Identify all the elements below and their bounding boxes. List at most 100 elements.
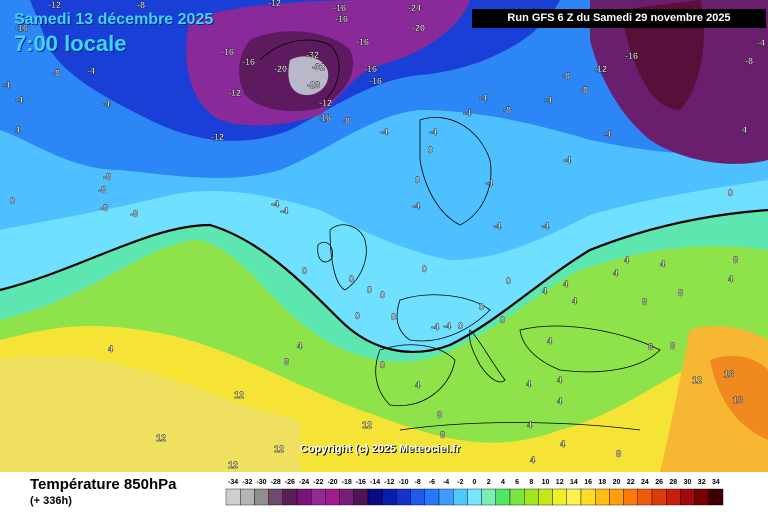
isotherm-label: -12 [268, 0, 281, 8]
scale-swatch [240, 488, 255, 506]
variable-title: Température 850hPa [30, 476, 177, 493]
isotherm-label: -4 [2, 80, 10, 90]
scale-tick-label: 30 [684, 479, 692, 486]
isotherm-label: 4 [542, 286, 547, 296]
scale-swatch [580, 488, 596, 506]
scale-tick-label: -6 [429, 479, 435, 486]
scale-tick-label: 32 [698, 479, 706, 486]
isotherm-label: 16 [724, 369, 734, 379]
scale-tick-label: -34 [228, 479, 238, 486]
scale-tick-label: 16 [584, 479, 592, 486]
isotherm-label: 8 [440, 430, 445, 440]
scale-swatch [438, 488, 454, 506]
isotherm-label: 8 [678, 288, 683, 298]
isotherm-label: -12 [594, 64, 607, 74]
isotherm-label: 0 [10, 196, 15, 206]
isotherm-label: -4 [87, 66, 95, 76]
isotherm-label: 0 [367, 285, 372, 295]
isotherm-label: -4 [102, 99, 110, 109]
scale-swatch [282, 488, 298, 506]
scale-swatch [254, 488, 269, 506]
isotherm-label: 8 [642, 297, 647, 307]
isotherm-label: 0 [728, 188, 733, 198]
color-scale-legend: -34 -32 -30 -28 -26 -24 -22 -20 -18 -16 -14 -12 -10-… [225, 479, 724, 506]
scale-tick-label: 6 [515, 479, 519, 486]
isotherm-label: -20 [412, 23, 425, 33]
scale-tick-label: 22 [627, 479, 635, 486]
isotherm-label: 4 [572, 296, 577, 306]
scale-tick-label: 0 [473, 479, 477, 486]
scale-swatch [538, 488, 553, 506]
isotherm-label: -8 [745, 56, 753, 66]
scale-tick-label: -10 [398, 479, 408, 486]
isotherm-label: 0 [380, 290, 385, 300]
isotherm-label: -4 [541, 221, 549, 231]
isotherm-label: 4 [557, 375, 562, 385]
isotherm-label: 4 [557, 396, 562, 406]
scale-tick-label: 26 [655, 479, 663, 486]
isotherm-label: 4 [527, 420, 532, 430]
isotherm-label: -8 [137, 0, 145, 10]
isotherm-label: -8 [98, 185, 106, 195]
scale-tick-label: -8 [415, 479, 421, 486]
isotherm-label: 4 [613, 268, 618, 278]
coast-svalbard [259, 39, 340, 101]
scale-swatch [396, 488, 411, 506]
coast-black-sea [519, 325, 661, 373]
isotherm-label: -12 [319, 98, 332, 108]
scale-tick-label: -4 [443, 479, 449, 486]
isotherm-label: -4 [463, 108, 471, 118]
scale-tick-label: 18 [598, 479, 606, 486]
forecast-date: Samedi 13 décembre 2025 [14, 11, 214, 28]
isotherm-label: -12 [211, 132, 224, 142]
scale-swatch [424, 488, 440, 506]
isotherm-label: 0 [355, 311, 360, 321]
scale-tick-label: -30 [256, 479, 266, 486]
coast-ireland [317, 241, 333, 263]
isotherm-label: -12 [228, 88, 241, 98]
isotherm-label: 4 [742, 125, 747, 135]
isotherm-label: 0 [349, 274, 354, 284]
isotherm-label: -16 [369, 76, 382, 86]
isotherm-label: 0 [479, 302, 484, 312]
coast-north-africa [399, 422, 641, 431]
isotherm-label: -4 [757, 38, 765, 48]
forecast-step: (+ 336h) [30, 495, 72, 507]
isotherm-label: 8 [437, 410, 442, 420]
isotherm-label: -16 [221, 47, 234, 57]
scale-tick-label: -2 [457, 479, 463, 486]
isotherm-labels: -12 -8 -12 -16 -24-16-20-16-16-16-16-20-32-3… [2, 0, 765, 470]
isotherm-label: -28 [307, 80, 320, 90]
coastlines [259, 39, 661, 431]
isotherm-label: 4 [108, 344, 113, 354]
isotherm-label: -4 [493, 221, 501, 231]
isotherm-label: -8 [100, 203, 108, 213]
isotherm-label: -4 [563, 155, 571, 165]
scale-swatch [552, 488, 568, 506]
scale-swatch [623, 488, 639, 506]
isotherm-label: 4 [728, 274, 733, 284]
scale-swatch [410, 488, 426, 506]
scale-tick-label: 4 [501, 479, 505, 486]
scale-swatch [367, 488, 383, 506]
isotherm-label: -8 [562, 71, 570, 81]
scale-swatch [452, 488, 468, 506]
scale-swatch [325, 488, 340, 506]
isotherm-label: -4 [443, 321, 451, 331]
run-info: Run GFS 6 Z du Samedi 29 novembre 2025 [472, 9, 766, 28]
scale-tick-label: 24 [641, 479, 649, 486]
scale-swatch [566, 488, 582, 506]
isotherm-label: -16 [15, 23, 28, 33]
scale-tick-label: -14 [370, 479, 380, 486]
scale-tick-label: -18 [342, 479, 352, 486]
isotherm-label: 4 [526, 379, 531, 389]
scale-tick-label: 10 [542, 479, 550, 486]
isotherm-label: -8 [52, 68, 60, 78]
scale-swatch [339, 488, 354, 506]
isotherm-label: -24 [408, 3, 421, 13]
isotherm-label: -4 [603, 129, 611, 139]
scale-swatch [651, 488, 667, 506]
scale-tick-label: -12 [384, 479, 394, 486]
isotherm-label: -4 [412, 201, 420, 211]
isotherm-label: 4 [297, 341, 302, 351]
